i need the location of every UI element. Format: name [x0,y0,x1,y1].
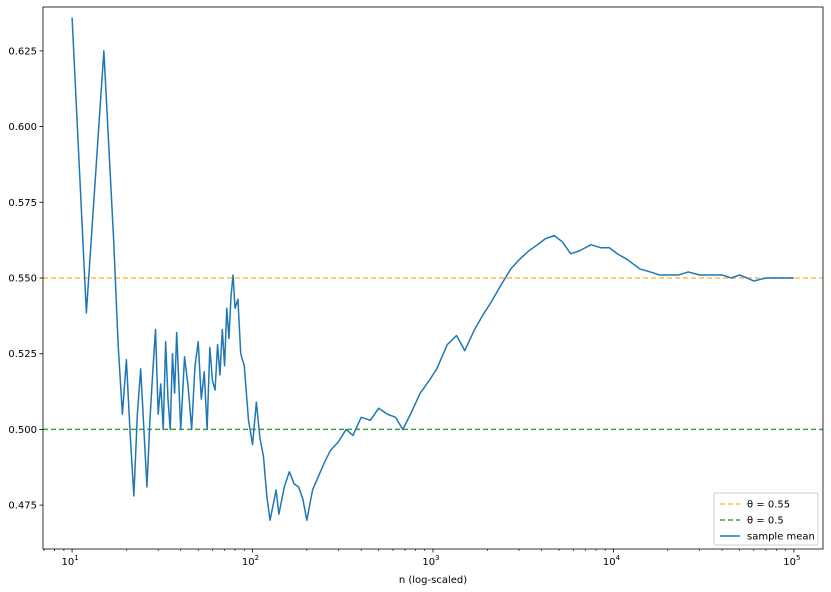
y-tick-label: 0.600 [8,122,37,133]
series-line-sample-mean [71,17,794,521]
y-tick-label: 0.575 [8,198,37,209]
x-tick-label: 103 [422,554,439,568]
plot-frame [42,6,824,550]
x-tick-label: 102 [242,554,259,568]
x-tick-label: 105 [783,554,800,568]
x-axis: 101 102 103 104 105 [43,549,800,568]
x-tick-label: 101 [61,554,78,568]
y-tick-label: 0.500 [8,425,37,436]
legend: θ = 0.55 θ = 0.5 sample mean [713,492,819,546]
legend-label-sample-mean: sample mean [747,532,815,543]
y-axis: 0.475 0.500 0.525 0.550 0.575 0.600 0.625 [8,46,43,512]
y-tick-label: 0.525 [8,349,37,360]
y-tick-label: 0.550 [8,274,37,285]
plot-area [43,17,823,521]
x-axis-label: n (log-scaled) [399,575,467,586]
legend-box [713,492,819,546]
y-tick-label: 0.475 [8,501,37,512]
legend-label-theta-055: θ = 0.55 [747,500,790,511]
y-tick-label: 0.625 [8,46,37,57]
legend-label-theta-05: θ = 0.5 [747,516,784,527]
x-tick-label: 104 [603,554,621,568]
